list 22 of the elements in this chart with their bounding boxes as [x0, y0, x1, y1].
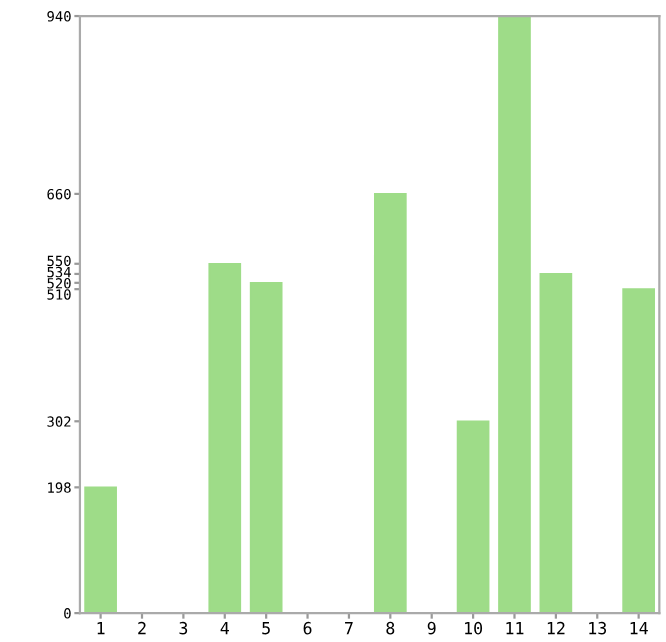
x-tick-label: 14 — [630, 622, 648, 635]
x-tick-label: 3 — [179, 621, 188, 635]
x-tick-label: 6 — [303, 621, 312, 635]
bar — [373, 193, 407, 614]
bar — [498, 16, 531, 614]
x-tick-label: 2 — [138, 621, 146, 635]
x-tick-label: 7 — [345, 622, 353, 635]
bar — [539, 273, 573, 614]
x-tick-label: 10 — [465, 621, 483, 635]
x-tick-label: 5 — [262, 622, 270, 635]
x-tick-label: 11 — [506, 622, 524, 635]
x-tick-label: 4 — [220, 622, 229, 635]
bar — [84, 486, 117, 614]
bar — [622, 288, 656, 614]
x-tick-label: 13 — [589, 621, 607, 635]
bar — [249, 281, 283, 614]
bar — [208, 262, 242, 614]
x-tick-label: 1 — [97, 622, 105, 635]
x-tick-label: 8 — [386, 621, 395, 635]
bar — [456, 420, 490, 614]
x-tick-label: 9 — [427, 621, 436, 635]
x-tick-label: 12 — [547, 621, 565, 635]
